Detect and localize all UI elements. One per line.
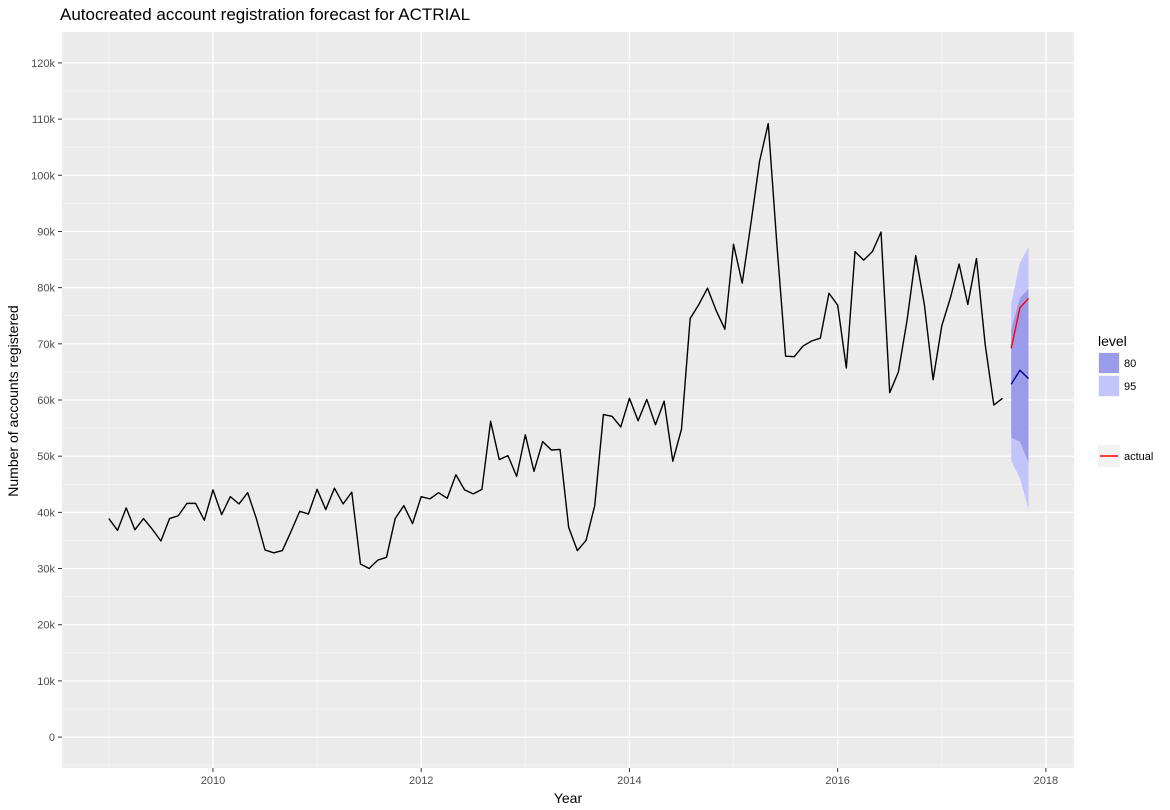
x-axis-title: Year [554,790,583,806]
x-tick-label: 2016 [825,775,849,787]
gridlines [62,32,1074,768]
interval-band-80 [1011,288,1029,463]
legend-label-80: 80 [1124,358,1136,370]
history-line [108,122,1003,570]
x-tick-label: 2012 [409,775,433,787]
legend: level 80 95 actual [1098,333,1153,467]
legend-title: level [1098,333,1127,349]
y-tick-label: 80k [37,283,55,295]
y-tick-label: 60k [37,395,55,407]
y-axis-ticks: 0 10k 20k 30k 40k 50k 60k 70k 80k 90k 100k 110k 120k [31,58,62,744]
y-tick-label: 120k [31,58,55,70]
y-tick-label: 90k [37,226,55,238]
actual-line [1010,297,1030,349]
y-tick-label: 110k [32,114,56,126]
y-tick-label: 70k [37,339,55,351]
y-tick-label: 40k [37,507,55,519]
legend-swatch-95 [1099,376,1119,396]
chart-title: Autocreated account registration forecas… [60,5,470,24]
x-tick-label: 2018 [1034,775,1058,787]
y-tick-label: 20k [37,620,55,632]
y-axis-title: Number of accounts registered [5,305,21,496]
forecast-intervals [1011,247,1029,510]
legend-swatch-80 [1099,353,1119,373]
legend-label-95: 95 [1124,381,1136,393]
legend-label-actual: actual [1124,451,1153,463]
x-tick-label: 2014 [617,775,641,787]
x-tick-label: 2010 [201,775,225,787]
series-lines [108,122,1030,570]
x-axis-ticks: 2010 2012 2014 2016 2018 [201,768,1058,787]
forecast-line [1010,369,1030,385]
y-tick-label: 0 [49,732,55,744]
y-tick-label: 10k [37,676,55,688]
y-tick-label: 30k [37,564,55,576]
y-tick-label: 100k [31,170,55,182]
y-tick-label: 50k [37,451,55,463]
